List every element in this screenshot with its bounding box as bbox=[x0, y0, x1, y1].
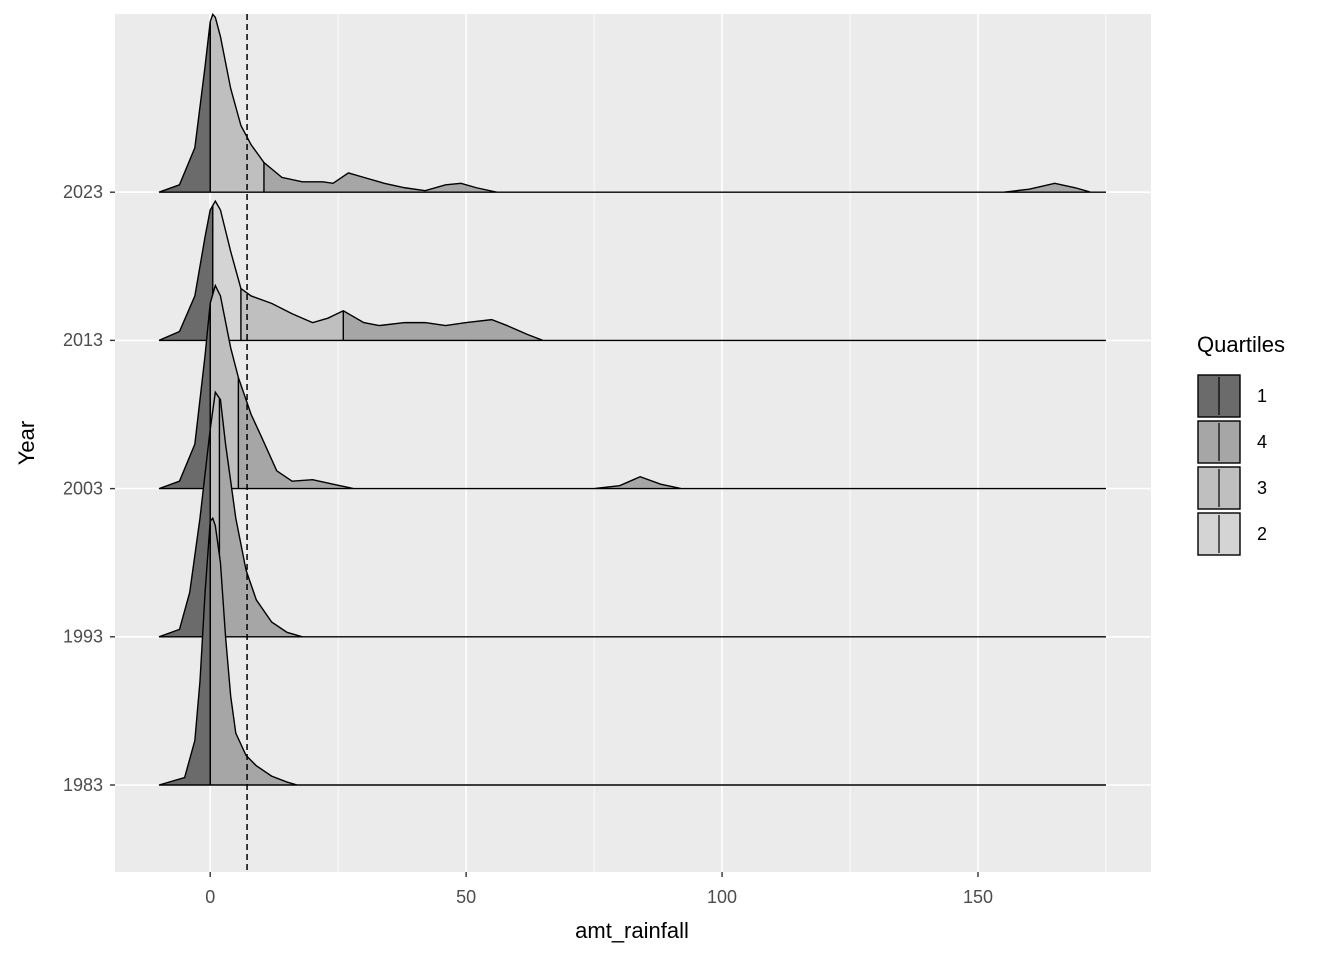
legend-label: 3 bbox=[1257, 478, 1267, 498]
density-area bbox=[343, 310, 1106, 341]
legend-title: Quartiles bbox=[1197, 332, 1285, 357]
x-tick-label: 100 bbox=[707, 887, 737, 907]
y-tick-label: 1983 bbox=[63, 775, 103, 795]
density-area bbox=[210, 14, 264, 193]
legend-label: 4 bbox=[1257, 432, 1267, 452]
legend-label: 1 bbox=[1257, 386, 1267, 406]
y-tick-label: 1993 bbox=[63, 627, 103, 647]
density-outline bbox=[158, 199, 1106, 342]
density-outline bbox=[158, 12, 1106, 193]
density-area bbox=[159, 521, 211, 785]
density-area bbox=[159, 429, 211, 637]
density-area bbox=[159, 303, 211, 489]
density-area bbox=[263, 162, 1106, 193]
x-tick-label: 50 bbox=[456, 887, 476, 907]
y-axis-title: Year bbox=[14, 421, 39, 465]
ridge bbox=[158, 516, 1106, 786]
legend-label: 2 bbox=[1257, 524, 1267, 544]
ridge bbox=[158, 12, 1106, 193]
y-tick-label: 2013 bbox=[63, 330, 103, 350]
x-tick-label: 150 bbox=[963, 887, 993, 907]
x-axis-title: amt_rainfall bbox=[575, 918, 689, 943]
density-area bbox=[159, 205, 213, 341]
density-area bbox=[159, 21, 211, 193]
density-outline bbox=[158, 283, 1106, 490]
density-outline bbox=[158, 516, 1106, 786]
x-tick-label: 0 bbox=[205, 887, 215, 907]
density-outline bbox=[158, 390, 1106, 638]
y-tick-label: 2023 bbox=[63, 182, 103, 202]
plot-background bbox=[115, 14, 1151, 872]
y-tick-label: 2003 bbox=[63, 478, 103, 498]
